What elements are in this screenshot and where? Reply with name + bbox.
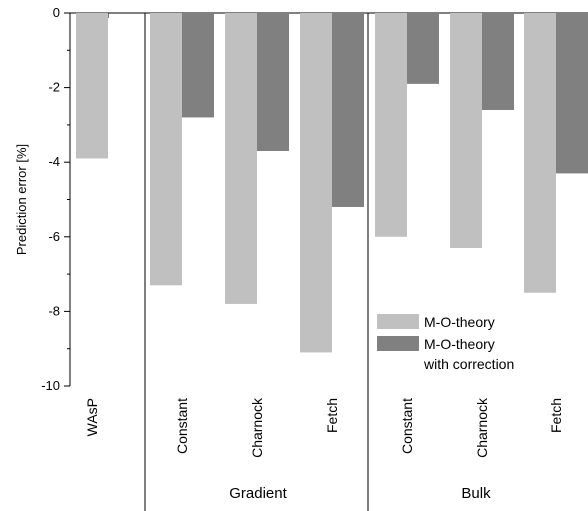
y-tick-label: 0 (53, 5, 60, 20)
y-axis-label: Prediction error [%] (14, 144, 29, 255)
bars (76, 13, 588, 353)
x-category-label: WAsP (84, 398, 100, 436)
y-tick-label: -6 (48, 229, 60, 244)
bar-mo-theory-correction-4 (407, 13, 439, 84)
bar-mo-theory-correction-2 (257, 13, 289, 152)
group-label: Gradient (229, 485, 287, 502)
legend-label-mo-theory-correction: M-O-theory (424, 336, 495, 352)
bar-mo-theory-correction-1 (182, 13, 214, 118)
legend-label-mo-theory: M-O-theory (424, 314, 495, 330)
x-category-label: Charnock (249, 397, 265, 458)
bar-mo-theory-4 (375, 13, 407, 237)
y-tick-label: -4 (48, 154, 60, 169)
bar-mo-theory-0 (76, 13, 108, 159)
bar-mo-theory-correction-6 (556, 13, 588, 174)
legend-label-mo-theory-correction-line2: with correction (423, 356, 514, 372)
x-category-label: Constant (174, 398, 190, 454)
x-category-label: Constant (399, 398, 415, 454)
bar-mo-theory-1 (150, 13, 182, 286)
x-category-label: Charnock (474, 397, 490, 458)
y-tick-label: -10 (41, 378, 60, 393)
y-tick-label: -8 (48, 303, 60, 318)
bar-mo-theory-correction-5 (482, 13, 514, 110)
x-category-label: Fetch (324, 398, 340, 433)
group-label: Bulk (461, 485, 491, 502)
legend-swatch-mo-theory (377, 314, 419, 329)
bar-mo-theory-2 (225, 13, 257, 304)
y-tick-label: -2 (48, 80, 60, 95)
bar-mo-theory-5 (450, 13, 482, 248)
legend-swatch-mo-theory-correction (377, 336, 419, 351)
x-category-label: Fetch (548, 398, 564, 433)
bar-mo-theory-6 (524, 13, 556, 293)
legend: M-O-theory M-O-theory with correction (377, 314, 514, 372)
bar-mo-theory-correction-3 (332, 13, 364, 207)
bar-mo-theory-3 (300, 13, 332, 353)
x-tick-labels: WAsP Constant Charnock Fetch Constant Charnoc… (84, 397, 564, 502)
